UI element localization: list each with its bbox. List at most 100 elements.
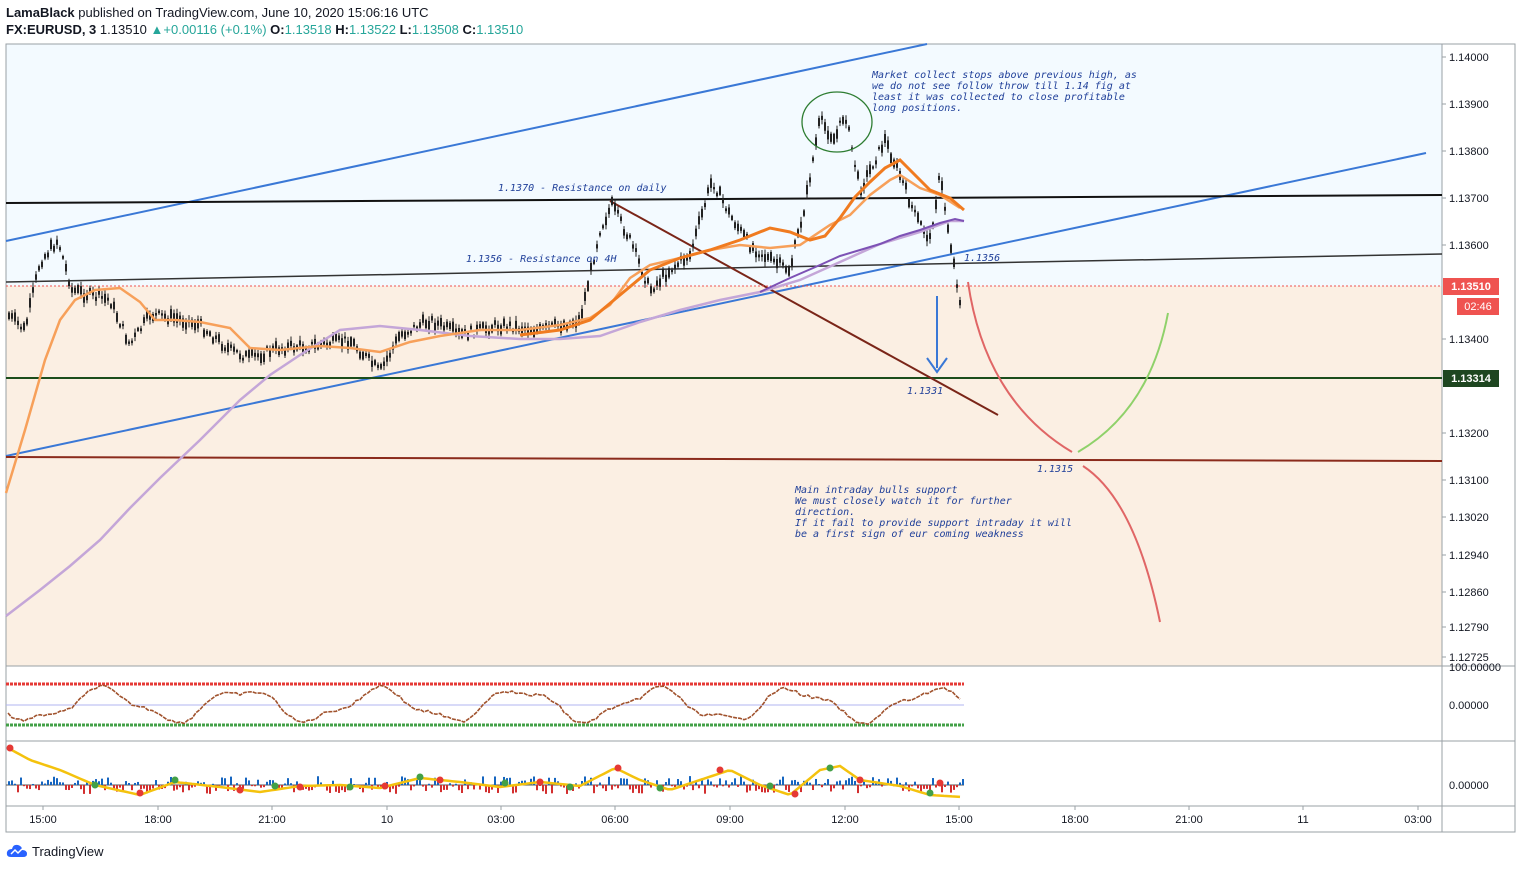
histogram-bar [341,785,343,791]
histogram-bar [50,781,52,785]
histogram-bar [881,785,883,787]
h4-resistance-line[interactable] [5,253,1443,283]
candle-body [905,182,907,190]
highlight-ellipse[interactable] [801,91,873,153]
histogram-bar [962,779,964,785]
histogram-bar [668,778,670,785]
candle-body [59,247,61,251]
down-arrow-icon[interactable] [926,357,948,374]
candle-body [764,254,766,262]
candle-body [17,320,19,326]
publish-info: LamaBlack published on TradingView.com, … [6,5,429,20]
momentum-dot [536,778,544,786]
candle-body [146,310,148,319]
histogram-bar [800,785,802,793]
support-level-1315[interactable] [5,456,1443,462]
note-market-stops-line2[interactable]: we do not see follow throw till 1.14 fig… [872,81,1131,92]
histogram-bar [929,785,931,794]
candle-body [413,324,415,327]
projection-down-curve[interactable] [967,281,1073,453]
ema-slow-line[interactable] [759,217,965,293]
note-market-stops-line3[interactable]: least it was collected to close profitab… [872,92,1125,103]
candle-body [215,335,217,339]
histogram-bar [743,781,745,785]
label-1356[interactable]: 1.1356 [964,253,1000,264]
histogram-bar [311,785,313,791]
histogram-bar [272,780,274,785]
candle-body [245,351,247,357]
histogram-bar [467,785,469,790]
channel-upper-line[interactable] [5,43,928,242]
histogram-bar [155,780,157,785]
histogram-bar [608,776,610,785]
note-support-line4[interactable]: If it fail to provide support intraday i… [795,518,1072,529]
candle-body [239,353,241,360]
channel-lower-line[interactable] [5,152,1427,457]
candle-body [890,153,892,164]
histogram-bar [656,780,658,785]
histogram-bar [815,778,817,785]
label-1331[interactable]: 1.1331 [907,386,943,397]
candle-body [878,146,880,150]
candle-body [47,252,49,258]
last-price-tag [1443,278,1499,295]
histogram-bar [374,777,376,785]
histogram-bar [41,781,43,785]
projection-bounce-curve[interactable] [1077,312,1169,453]
candle-body [830,133,832,142]
note-support-line2[interactable]: We must closely watch it for further [795,496,1012,507]
note-support-line5[interactable]: be a first sign of eur coming weakness [795,529,1024,540]
candle-body [104,293,106,303]
label-1315[interactable]: 1.1315 [1037,464,1073,475]
label-4h-resistance[interactable]: 1.1356 - Resistance on 4H [466,254,617,265]
candle-body [872,166,874,169]
candle-body [32,287,34,293]
price-axis[interactable]: 1.14000 1.13900 1.13800 1.13700 1.13600 1.134… [1442,52,1489,664]
sma-long-line[interactable] [5,219,964,617]
time-tick-label: 21:00 [258,814,286,826]
histogram-bar [749,785,751,791]
histogram-bar [479,785,481,790]
histogram-bar [509,777,511,785]
note-support-line1[interactable]: Main intraday bulls support [794,485,958,496]
candle-body [53,245,55,252]
candle-body [803,210,805,216]
price-tick-label: 1.13020 [1449,512,1489,524]
histogram-bar [716,785,718,788]
histogram-bar [182,785,184,793]
momentum-dot [236,786,244,794]
projection-break-curve[interactable] [1082,465,1161,623]
candle-body [797,229,799,237]
candle-body [617,209,619,214]
time-tick-label: 09:00 [716,814,744,826]
ema-mid-line[interactable] [519,158,965,337]
momentum-dot [856,776,864,784]
candle-body [701,208,703,218]
descending-trendline[interactable] [609,200,999,416]
histogram-bar [29,785,31,790]
note-support-line3[interactable]: direction. [795,507,855,518]
note-market-stops-line4[interactable]: long positions. [872,103,962,114]
footer-brand[interactable]: TradingView [6,843,104,859]
author-name[interactable]: LamaBlack [6,5,75,20]
candle-body [959,300,961,306]
candle-body [698,216,700,225]
candle-body [14,312,16,322]
momentum-dot [791,790,799,798]
ema-fast-line[interactable] [4,173,961,494]
candle-body [608,207,610,215]
candle-body [110,304,112,309]
momentum-line[interactable] [7,746,961,799]
label-daily-resistance[interactable]: 1.1370 - Resistance on daily [498,183,667,194]
candle-body [902,180,904,183]
time-axis[interactable]: 15:00 18:00 21:00 10 03:00 06:00 09:00 12:00 15:… [29,806,1432,826]
candle-body [854,164,856,168]
histogram-bar [230,776,232,785]
note-market-stops-line1[interactable]: Market collect stops above previous high… [871,70,1137,81]
symbol-name[interactable]: FX:EURUSD, 3 [6,22,97,37]
candle-body [197,319,199,329]
histogram-bar [941,785,943,793]
candle-body [50,239,52,250]
candle-body [833,133,835,144]
